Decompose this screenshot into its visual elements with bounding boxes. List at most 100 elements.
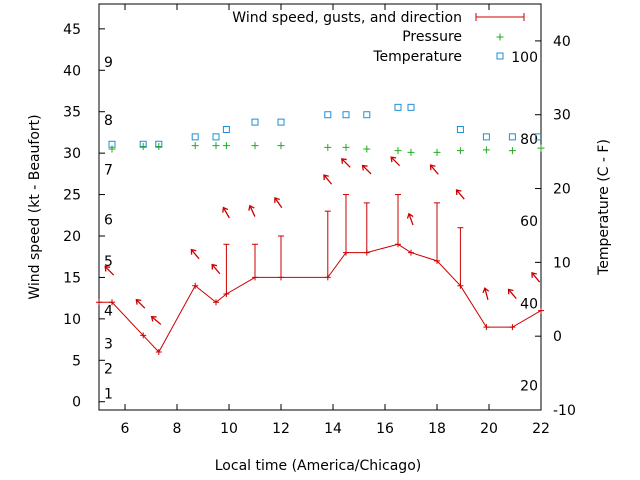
legend-pressure-label: Pressure bbox=[402, 29, 462, 45]
wind-direction-arrow bbox=[104, 265, 115, 276]
pressure-point bbox=[537, 144, 545, 152]
fahrenheit-label: 100 bbox=[511, 50, 538, 66]
wind-direction-arrow bbox=[507, 288, 517, 300]
wind-speed-point bbox=[140, 332, 147, 339]
pressure-point bbox=[324, 143, 332, 151]
beaufort-label: 8 bbox=[104, 113, 113, 129]
y-right-tick-label: -10 bbox=[553, 403, 576, 419]
wind-direction-arrow bbox=[323, 174, 333, 185]
wind-direction-arrow bbox=[248, 204, 256, 217]
legend: Wind speed, gusts, and direction Pressur… bbox=[232, 10, 525, 65]
beaufort-label: 1 bbox=[104, 386, 113, 402]
wind-speed-point bbox=[155, 349, 162, 355]
wind-speed-point bbox=[434, 257, 440, 264]
data-marks bbox=[96, 103, 545, 355]
beaufort-label: 2 bbox=[104, 362, 113, 378]
legend-temperature-label: Temperature bbox=[372, 49, 462, 65]
pressure-point bbox=[277, 142, 285, 150]
temperature-point bbox=[324, 111, 332, 119]
wind-direction-arrow-shape bbox=[361, 164, 372, 175]
axis-ticks: 6 8 10 12 14 16 18 20 22051015202530354045-10010… bbox=[63, 4, 576, 437]
wind-direction-arrow bbox=[482, 287, 490, 300]
wind-speed-point bbox=[408, 249, 414, 256]
y-left-tick-label: 0 bbox=[72, 395, 81, 411]
temperature-point bbox=[534, 133, 542, 141]
legend-wind-label: Wind speed, gusts, and direction bbox=[232, 10, 462, 26]
wind-direction-arrow-shape bbox=[323, 174, 333, 185]
temperature-point bbox=[155, 140, 163, 148]
wind-direction-arrow bbox=[190, 248, 200, 260]
wind-speed-point bbox=[363, 249, 370, 256]
wind-speed-point bbox=[223, 291, 230, 297]
plot-area-frame bbox=[98, 3, 542, 411]
y-left-tick-label: 40 bbox=[63, 63, 81, 79]
wind-speed-point bbox=[509, 324, 516, 331]
temperature-point bbox=[342, 111, 350, 119]
y-left-tick-label: 35 bbox=[63, 105, 81, 121]
temperature-point bbox=[191, 133, 199, 141]
wind-direction-arrow-shape bbox=[390, 156, 401, 167]
pressure-point bbox=[407, 148, 415, 156]
wind-direction-arrow bbox=[361, 164, 372, 175]
wind-direction-arrow-shape bbox=[211, 263, 221, 275]
y-right-tick-label: 0 bbox=[553, 329, 562, 345]
wind-speed-point bbox=[483, 324, 490, 331]
beaufort-label: 5 bbox=[104, 254, 113, 270]
x-tick-label: 16 bbox=[376, 421, 394, 437]
temperature-point bbox=[251, 118, 259, 126]
temperature-point bbox=[277, 118, 285, 126]
wind-speed-line bbox=[99, 243, 542, 353]
wind-direction-arrow-shape bbox=[248, 204, 256, 217]
x-tick-label: 12 bbox=[272, 421, 290, 437]
wind-direction-arrow-shape bbox=[150, 315, 162, 325]
wind-speed-point bbox=[252, 274, 258, 281]
y-axis-left-label: Wind speed (kt - Beaufort) bbox=[27, 114, 43, 299]
wind-direction-arrow bbox=[222, 206, 230, 219]
wind-speed-point bbox=[457, 282, 464, 289]
beaufort-label: 3 bbox=[104, 337, 113, 353]
temperature-point bbox=[139, 140, 147, 148]
pressure-point bbox=[251, 142, 259, 150]
temperature-point bbox=[222, 125, 230, 133]
fahrenheit-label: 40 bbox=[520, 297, 538, 313]
y-right-tick-label: 10 bbox=[553, 255, 571, 271]
temperature-point bbox=[108, 140, 116, 148]
wind-direction-arrow-shape bbox=[531, 272, 541, 283]
wind-speed-point bbox=[538, 307, 544, 314]
temperature-point bbox=[394, 103, 402, 111]
beaufort-label: 9 bbox=[104, 55, 113, 71]
y-right-tick-label: 40 bbox=[553, 34, 571, 50]
x-tick-label: 10 bbox=[220, 421, 238, 437]
pressure-point bbox=[212, 142, 220, 150]
y-left-tick-label: 15 bbox=[63, 270, 81, 286]
pressure-point bbox=[139, 143, 147, 151]
wind-direction-arrow-shape bbox=[222, 206, 230, 219]
wind-speed-point bbox=[109, 299, 115, 306]
wind-speed-point bbox=[324, 274, 331, 281]
y-axis-right-label: Temperature (C - F) bbox=[596, 139, 612, 276]
wind-direction-arrow bbox=[150, 315, 162, 325]
fahrenheit-label: 60 bbox=[520, 214, 538, 230]
wind-direction-arrow bbox=[429, 164, 439, 175]
beaufort-label: 4 bbox=[104, 304, 113, 320]
x-tick-label: 8 bbox=[173, 421, 182, 437]
x-tick-label: 14 bbox=[324, 421, 342, 437]
wind-direction-arrow-shape bbox=[104, 265, 115, 276]
pressure-point bbox=[222, 142, 230, 150]
x-tick-label: 6 bbox=[121, 421, 130, 437]
legend-pressure-swatch bbox=[496, 33, 504, 41]
wind-direction-arrow bbox=[390, 156, 401, 167]
x-tick-label: 18 bbox=[428, 421, 446, 437]
wind-direction-arrow bbox=[274, 197, 283, 209]
pressure-point bbox=[456, 147, 464, 155]
wind-direction-arrow-shape bbox=[482, 287, 490, 300]
temperature-point bbox=[212, 133, 220, 141]
y-left-tick-label: 25 bbox=[63, 188, 81, 204]
wind-direction-arrow bbox=[406, 212, 414, 226]
wind-direction-arrow-shape bbox=[274, 197, 283, 209]
temperature-point bbox=[482, 133, 490, 141]
x-tick-label: 20 bbox=[480, 421, 498, 437]
wind-speed-point bbox=[278, 274, 284, 281]
wind-speed-point bbox=[96, 299, 102, 306]
